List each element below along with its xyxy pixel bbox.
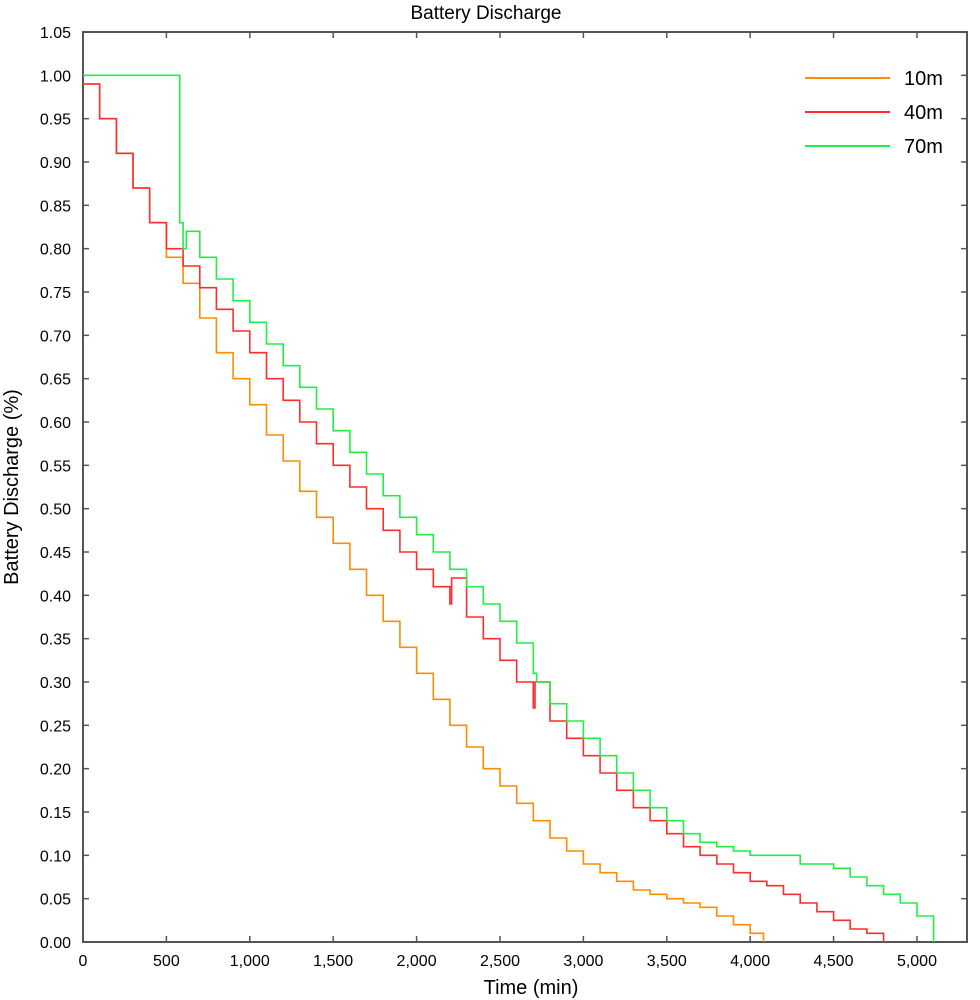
y-tick-label: 0.25 xyxy=(40,718,71,735)
legend-label-70m: 70m xyxy=(904,136,943,158)
y-tick-label: 0.55 xyxy=(40,458,71,475)
series-line-40m xyxy=(83,83,885,942)
plot-frame xyxy=(82,31,968,943)
series-layer xyxy=(83,74,935,942)
y-tick-label: 0.10 xyxy=(40,848,71,865)
y-tick-label: 0.35 xyxy=(40,632,71,649)
y-tick-label: 0.30 xyxy=(40,675,71,692)
x-tick-label: 3,000 xyxy=(563,953,603,970)
y-tick-label: 0.05 xyxy=(40,892,71,909)
y-tick-label: 0.65 xyxy=(40,372,71,389)
x-tick-label: 1,500 xyxy=(313,953,353,970)
plot-area: 0 500 1,000 1,500 2,000 2,500 3,000 3,500 4,000 4… xyxy=(40,25,968,970)
x-axis-label: Time (min) xyxy=(484,977,579,999)
legend-label-10m: 10m xyxy=(904,68,943,90)
x-tick-label: 2,000 xyxy=(397,953,437,970)
x-tick-label: 2,500 xyxy=(480,953,520,970)
y-axis-label: Battery Discharge (%) xyxy=(1,389,23,585)
x-axis: 0 500 1,000 1,500 2,000 2,500 3,000 3,500 4,000 4… xyxy=(79,32,937,970)
y-tick-label: 0.50 xyxy=(40,502,71,519)
y-tick-label: 0.00 xyxy=(40,935,71,952)
x-tick-label: 4,000 xyxy=(730,953,770,970)
x-tick-label: 4,500 xyxy=(814,953,854,970)
x-tick-label: 1,000 xyxy=(230,953,270,970)
series-line-10m xyxy=(83,83,765,942)
y-tick-label: 0.45 xyxy=(40,545,71,562)
y-tick-label: 0.15 xyxy=(40,805,71,822)
y-axis: 0.00 0.05 0.10 0.15 0.20 0.25 0.30 0.35 0.40 0.45… xyxy=(40,25,967,952)
y-tick-label: 0.90 xyxy=(40,155,71,172)
x-tick-label: 500 xyxy=(153,953,180,970)
y-tick-label: 0.20 xyxy=(40,762,71,779)
y-tick-label: 0.70 xyxy=(40,328,71,345)
legend-label-40m: 40m xyxy=(904,102,943,124)
x-tick-label: 0 xyxy=(79,953,88,970)
y-tick-label: 0.75 xyxy=(40,285,71,302)
legend: 10m 40m 70m xyxy=(805,68,943,158)
y-tick-label: 0.95 xyxy=(40,112,71,129)
y-tick-label: 1.00 xyxy=(40,68,71,85)
series-line-70m xyxy=(83,74,935,942)
y-tick-label: 0.80 xyxy=(40,242,71,259)
y-tick-label: 0.40 xyxy=(40,588,71,605)
y-tick-label: 0.60 xyxy=(40,415,71,432)
x-tick-label: 3,500 xyxy=(647,953,687,970)
y-tick-label: 1.05 xyxy=(40,25,71,42)
x-tick-label: 5,000 xyxy=(897,953,937,970)
y-tick-label: 0.85 xyxy=(40,198,71,215)
chart-title: Battery Discharge xyxy=(410,3,561,24)
